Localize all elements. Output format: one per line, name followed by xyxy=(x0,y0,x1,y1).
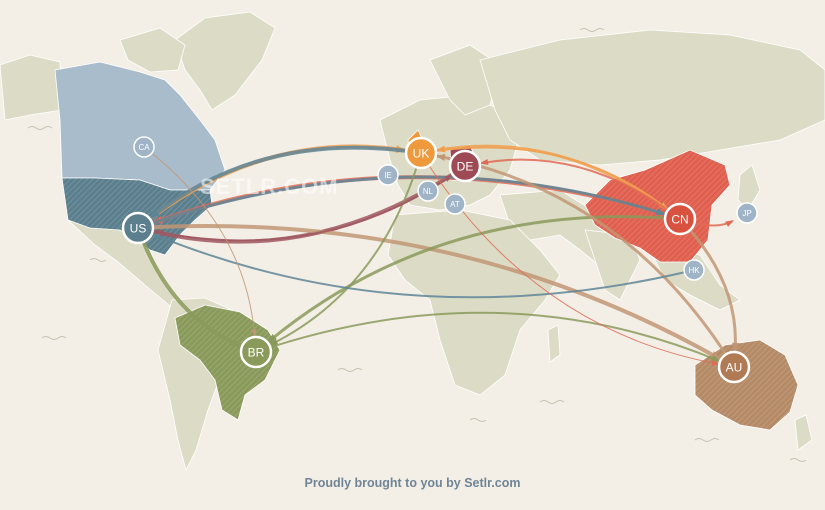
node-circle-uk[interactable] xyxy=(404,136,438,170)
node-circle-de[interactable] xyxy=(448,149,482,183)
flow-arrowhead-uk-to-au xyxy=(711,360,720,366)
country-node-nl[interactable]: NL xyxy=(417,180,439,202)
greenland xyxy=(174,11,276,111)
flow-us-to-de xyxy=(137,174,452,242)
flow-arrowhead-cn-to-br xyxy=(267,333,277,343)
country-node-hk[interactable]: HK xyxy=(683,259,705,281)
land-masses xyxy=(0,11,825,472)
ocean-waves xyxy=(27,28,807,462)
country-nodes: US UK DE CN BR AU CA IE NL AT JP HK xyxy=(121,136,758,384)
flow-us-to-br xyxy=(136,226,243,348)
node-label-hk: HK xyxy=(688,266,700,275)
watermark-text: SETLR.COM xyxy=(200,174,339,199)
node-circle-nl[interactable] xyxy=(417,180,439,202)
flow-cn-to-au xyxy=(678,217,737,352)
node-circle-br[interactable] xyxy=(239,335,273,369)
node-label-ie: IE xyxy=(384,171,392,180)
node-circle-ie[interactable] xyxy=(377,164,399,186)
flow-au-to-uk xyxy=(436,154,736,369)
flow-ca-to-br xyxy=(143,146,256,336)
flow-cn-to-br xyxy=(267,215,682,343)
alaska xyxy=(0,54,63,121)
flow-arrows xyxy=(136,144,740,369)
flow-us-to-au xyxy=(136,224,722,361)
flow-arrowhead-cn-to-au xyxy=(732,342,740,353)
flow-uk-to-br xyxy=(270,152,422,346)
russia xyxy=(479,29,825,166)
node-circle-at[interactable] xyxy=(444,193,466,215)
flow-arrowhead-cn-to-de xyxy=(479,158,489,165)
flow-br-to-au xyxy=(255,311,720,362)
flow-arrowhead-us-to-de xyxy=(444,174,453,182)
flow-arrowhead-hk-to-us xyxy=(151,233,161,240)
flow-arrowhead-cn-to-jp xyxy=(725,220,734,227)
node-label-nl: NL xyxy=(423,187,434,196)
flow-hk-to-us xyxy=(152,233,695,299)
country-node-at[interactable]: AT xyxy=(444,193,466,215)
node-label-jp: JP xyxy=(742,209,751,218)
node-label-au: AU xyxy=(726,361,743,375)
country-node-uk[interactable]: UK xyxy=(404,136,438,170)
flow-uk-to-cn xyxy=(420,146,668,210)
flow-arrowhead-uk-to-br xyxy=(269,338,279,346)
country-node-jp[interactable]: JP xyxy=(736,202,758,224)
africa xyxy=(387,209,561,396)
node-label-br: BR xyxy=(248,346,265,360)
country-node-us[interactable]: US xyxy=(121,211,155,245)
node-label-cn: CN xyxy=(671,213,688,227)
country-node-au[interactable]: AU xyxy=(717,350,751,384)
node-circle-us[interactable] xyxy=(121,211,155,245)
country-node-br[interactable]: BR xyxy=(239,335,273,369)
node-label-us: US xyxy=(130,222,147,236)
flow-arrowhead-br-to-au xyxy=(711,355,721,362)
country-node-cn[interactable]: CN xyxy=(663,202,697,236)
arctic-islands xyxy=(119,27,186,73)
node-label-ca: CA xyxy=(138,143,150,152)
japan xyxy=(737,164,761,211)
footer-credit[interactable]: Proudly brought to you by Setlr.com xyxy=(304,476,521,490)
madagascar xyxy=(547,324,561,363)
node-circle-ca[interactable] xyxy=(133,136,155,158)
flow-arrowhead-us-to-cn xyxy=(655,208,666,216)
node-circle-hk[interactable] xyxy=(683,259,705,281)
country-node-ie[interactable]: IE xyxy=(377,164,399,186)
flow-arrowhead-au-to-uk xyxy=(435,154,446,161)
flow-us-to-cn xyxy=(136,175,666,230)
node-label-at: AT xyxy=(450,200,460,209)
node-label-de: DE xyxy=(457,160,474,174)
node-label-uk: UK xyxy=(413,147,430,161)
country-node-de[interactable]: DE xyxy=(448,149,482,183)
node-circle-jp[interactable] xyxy=(736,202,758,224)
flow-arrowhead-us-to-br xyxy=(231,338,243,347)
flow-arrowhead-uk-to-us xyxy=(149,209,161,219)
country-node-ca[interactable]: CA xyxy=(133,136,155,158)
flow-uk-to-us xyxy=(149,145,423,220)
node-circle-au[interactable] xyxy=(717,350,751,384)
flow-arrowhead-ca-to-br xyxy=(251,329,257,338)
flow-cn-to-de xyxy=(480,158,681,220)
new-zealand xyxy=(794,414,813,451)
node-circle-cn[interactable] xyxy=(663,202,697,236)
